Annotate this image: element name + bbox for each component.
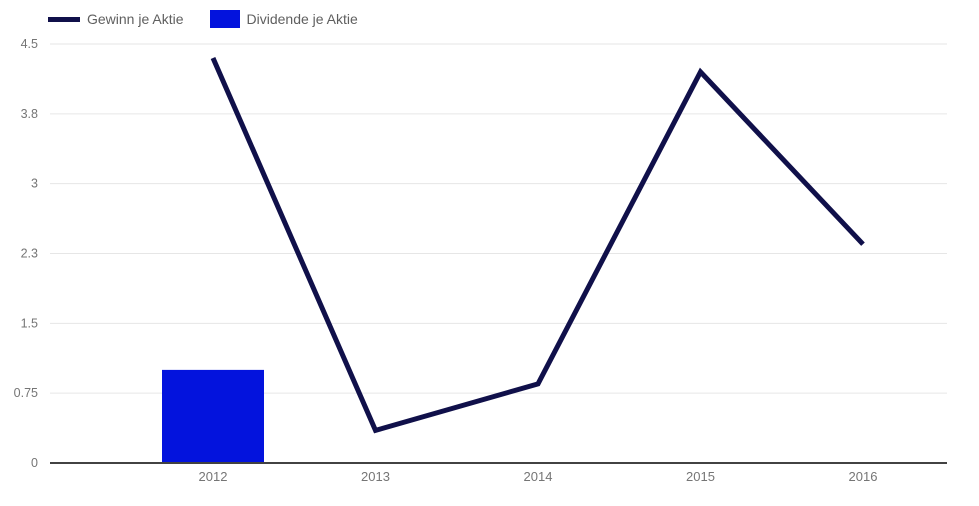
x-axis-label-2016: 2016 (849, 469, 878, 484)
chart-legend: Gewinn je Aktie Dividende je Aktie (48, 10, 358, 28)
legend-item-dividende-je-aktie[interactable]: Dividende je Aktie (209, 10, 358, 28)
line-gewinn-je-aktie (210, 56, 865, 434)
y-axis-tick-label: 0 (31, 456, 38, 470)
y-axis-tick-label: 3 (31, 177, 38, 191)
y-axis-tick-label: 0.75 (14, 386, 38, 400)
x-axis-label-2013: 2013 (361, 469, 390, 484)
y-axis-tick-label: 2.3 (21, 247, 38, 261)
legend-label-gewinn: Gewinn je Aktie (87, 11, 184, 27)
y-axis-tick-label: 4.5 (21, 37, 38, 51)
x-axis-label-2014: 2014 (524, 469, 553, 484)
line-series-swatch-icon (48, 16, 80, 22)
x-axis-label-2015: 2015 (686, 469, 715, 484)
legend-label-dividende: Dividende je Aktie (246, 11, 358, 27)
y-axis-tick-label: 3.8 (21, 107, 38, 121)
bar-dividende-2012 (162, 369, 264, 462)
bar-series-swatch-icon (209, 10, 240, 28)
legend-item-gewinn-je-aktie[interactable]: Gewinn je Aktie (48, 11, 184, 27)
y-axis-tick-label: 1.5 (21, 316, 38, 330)
x-axis-label-2012: 2012 (199, 469, 228, 484)
